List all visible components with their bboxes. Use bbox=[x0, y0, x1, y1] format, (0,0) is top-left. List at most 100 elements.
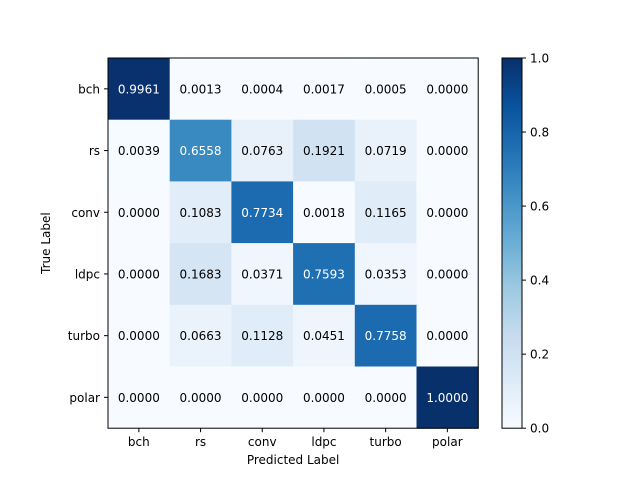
y-axis-ticks: bch rs conv ldpc turbo polar bbox=[68, 82, 108, 405]
cell-label-conv-rs: 0.1083 bbox=[180, 206, 222, 220]
cell-label-turbo-polar: 0.0000 bbox=[426, 329, 468, 343]
cell-bch-turbo bbox=[354, 58, 417, 121]
y-tick-label-ldpc: ldpc bbox=[75, 267, 100, 281]
x-tick-label-bch: bch bbox=[128, 435, 150, 449]
cell-label-polar-polar: 1.0000 bbox=[426, 391, 468, 405]
cell-rs-bch bbox=[108, 119, 171, 182]
x-tick-label-ldpc: ldpc bbox=[311, 435, 336, 449]
cell-label-turbo-ldpc: 0.0451 bbox=[303, 329, 345, 343]
cell-polar-polar bbox=[416, 366, 479, 429]
cell-rs-rs bbox=[169, 119, 232, 182]
x-axis-ticks: bch rs conv ldpc turbo polar bbox=[128, 428, 463, 449]
cell-turbo-turbo bbox=[354, 304, 417, 367]
cell-label-ldpc-ldpc: 0.7593 bbox=[303, 267, 345, 281]
cell-label-conv-polar: 0.0000 bbox=[426, 206, 468, 220]
colorbar-tick-label-5: 1.0 bbox=[530, 52, 549, 66]
colorbar bbox=[501, 57, 523, 429]
cell-label-turbo-conv: 0.1128 bbox=[241, 329, 283, 343]
y-tick-label-conv: conv bbox=[71, 206, 100, 220]
cell-turbo-ldpc bbox=[293, 304, 356, 367]
cell-label-rs-ldpc: 0.1921 bbox=[303, 144, 345, 158]
cell-label-turbo-turbo: 0.7758 bbox=[365, 329, 407, 343]
y-tick-label-polar: polar bbox=[69, 391, 100, 405]
cell-label-polar-ldpc: 0.0000 bbox=[303, 391, 345, 405]
cell-label-ldpc-bch: 0.0000 bbox=[118, 267, 160, 281]
cell-label-conv-turbo: 0.1165 bbox=[365, 206, 407, 220]
cell-bch-rs bbox=[169, 58, 232, 121]
cell-polar-rs bbox=[169, 366, 232, 429]
cell-ldpc-rs bbox=[169, 243, 232, 306]
y-tick-label-bch: bch bbox=[78, 82, 100, 96]
cell-conv-conv bbox=[231, 181, 294, 244]
cell-turbo-conv bbox=[231, 304, 294, 367]
y-tick-label-rs: rs bbox=[89, 144, 100, 158]
cell-label-polar-conv: 0.0000 bbox=[241, 391, 283, 405]
colorbar-tick-label-2: 0.4 bbox=[530, 274, 549, 288]
y-tick-label-turbo: turbo bbox=[68, 329, 100, 343]
cell-label-turbo-rs: 0.0663 bbox=[180, 329, 222, 343]
cell-label-polar-bch: 0.0000 bbox=[118, 391, 160, 405]
cell-label-rs-polar: 0.0000 bbox=[426, 144, 468, 158]
cell-ldpc-turbo bbox=[354, 243, 417, 306]
cell-bch-ldpc bbox=[293, 58, 356, 121]
cell-label-bch-rs: 0.0013 bbox=[180, 82, 222, 96]
cell-label-bch-polar: 0.0000 bbox=[426, 82, 468, 96]
cell-label-bch-conv: 0.0004 bbox=[241, 82, 283, 96]
cell-label-bch-ldpc: 0.0017 bbox=[303, 82, 345, 96]
cell-rs-polar bbox=[416, 119, 479, 182]
x-tick-label-rs: rs bbox=[195, 435, 206, 449]
cell-label-polar-rs: 0.0000 bbox=[180, 391, 222, 405]
x-tick-label-turbo: turbo bbox=[370, 435, 402, 449]
cell-label-bch-turbo: 0.0005 bbox=[365, 82, 407, 96]
x-axis-label: Predicted Label bbox=[247, 453, 340, 467]
cell-label-polar-turbo: 0.0000 bbox=[365, 391, 407, 405]
cell-polar-turbo bbox=[354, 366, 417, 429]
y-axis-label: True Label bbox=[39, 212, 53, 275]
cell-label-rs-bch: 0.0039 bbox=[118, 144, 160, 158]
heatmap-cells bbox=[108, 58, 479, 429]
cell-ldpc-conv bbox=[231, 243, 294, 306]
cell-bch-polar bbox=[416, 58, 479, 121]
cell-label-conv-bch: 0.0000 bbox=[118, 206, 160, 220]
colorbar-ticks: 0.0 0.2 0.4 0.6 0.8 1.0 bbox=[522, 52, 549, 436]
cell-polar-conv bbox=[231, 366, 294, 429]
plot-frame bbox=[107, 57, 479, 429]
cell-label-rs-conv: 0.0763 bbox=[241, 144, 283, 158]
cell-label-ldpc-polar: 0.0000 bbox=[426, 267, 468, 281]
cell-conv-ldpc bbox=[293, 181, 356, 244]
cell-label-ldpc-conv: 0.0371 bbox=[241, 267, 283, 281]
cell-rs-ldpc bbox=[293, 119, 356, 182]
colorbar-tick-label-4: 0.8 bbox=[530, 126, 549, 140]
x-tick-label-polar: polar bbox=[432, 435, 463, 449]
x-tick-label-conv: conv bbox=[248, 435, 277, 449]
colorbar-tick-label-3: 0.6 bbox=[530, 200, 549, 214]
cell-label-conv-ldpc: 0.0018 bbox=[303, 206, 345, 220]
cell-polar-ldpc bbox=[293, 366, 356, 429]
cell-ldpc-polar bbox=[416, 243, 479, 306]
cell-turbo-rs bbox=[169, 304, 232, 367]
cell-conv-polar bbox=[416, 181, 479, 244]
colorbar-tick-label-1: 0.2 bbox=[530, 348, 549, 362]
cell-ldpc-ldpc bbox=[293, 243, 356, 306]
cell-rs-turbo bbox=[354, 119, 417, 182]
cell-label-rs-turbo: 0.0719 bbox=[365, 144, 407, 158]
cell-rs-conv bbox=[231, 119, 294, 182]
cell-conv-bch bbox=[108, 181, 171, 244]
cell-polar-bch bbox=[108, 366, 171, 429]
cell-bch-conv bbox=[231, 58, 294, 121]
cell-label-rs-rs: 0.6558 bbox=[180, 144, 222, 158]
cell-label-turbo-bch: 0.0000 bbox=[118, 329, 160, 343]
cell-label-ldpc-rs: 0.1683 bbox=[180, 267, 222, 281]
cell-label-bch-bch: 0.9961 bbox=[118, 82, 160, 96]
cell-conv-rs bbox=[169, 181, 232, 244]
cell-bch-bch bbox=[108, 58, 171, 121]
cell-ldpc-bch bbox=[108, 243, 171, 306]
colorbar-tick-label-0: 0.0 bbox=[530, 422, 549, 436]
heatmap-cell-labels: 0.9961 0.0013 0.0004 0.0017 0.0005 0.0000 0.00… bbox=[118, 82, 469, 405]
cell-label-ldpc-turbo: 0.0353 bbox=[365, 267, 407, 281]
cell-label-conv-conv: 0.7734 bbox=[241, 206, 283, 220]
cell-turbo-polar bbox=[416, 304, 479, 367]
cell-conv-turbo bbox=[354, 181, 417, 244]
cell-turbo-bch bbox=[108, 304, 171, 367]
